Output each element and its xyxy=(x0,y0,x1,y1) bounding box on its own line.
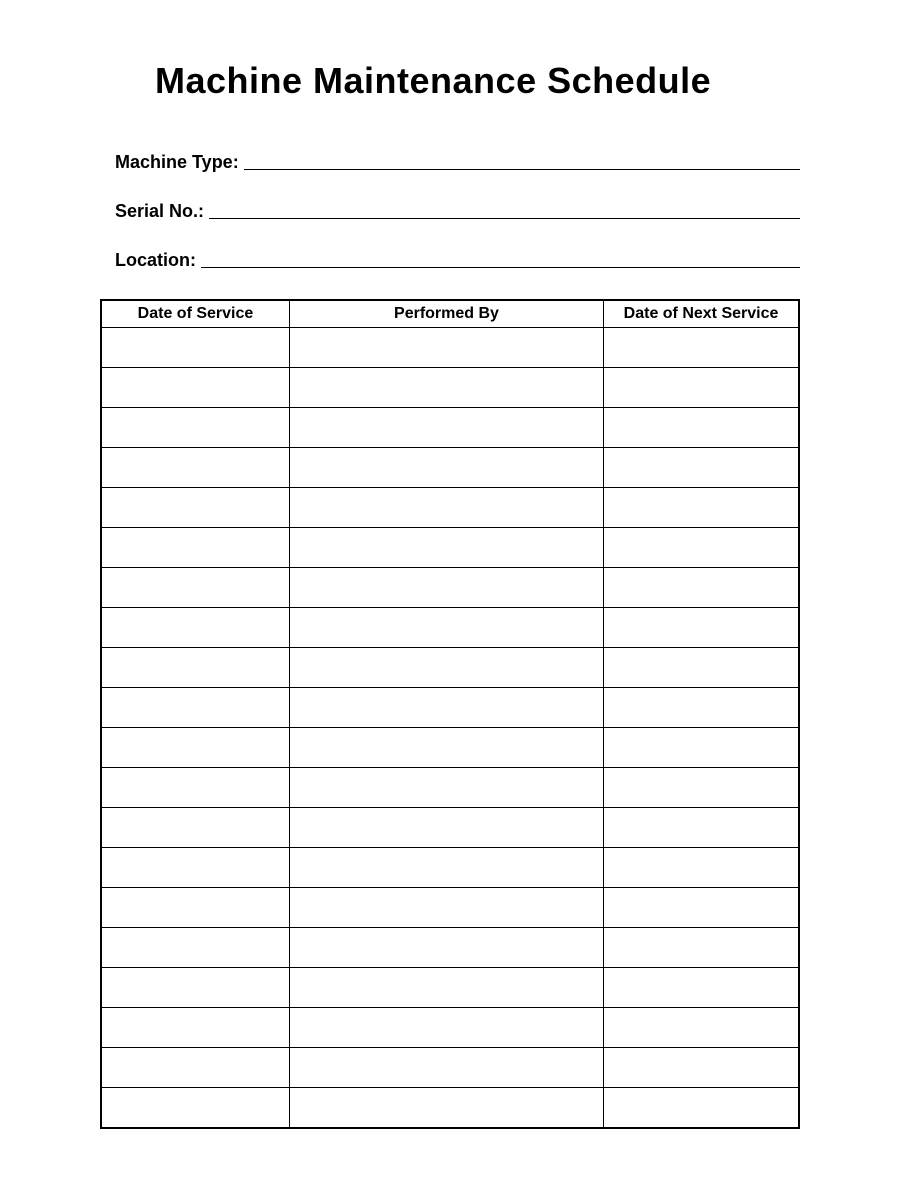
cell-performed-by[interactable] xyxy=(289,488,603,528)
table-row xyxy=(101,1008,799,1048)
cell-date-service[interactable] xyxy=(101,848,289,888)
cell-next-service[interactable] xyxy=(604,368,799,408)
table-row xyxy=(101,928,799,968)
cell-next-service[interactable] xyxy=(604,1088,799,1128)
col-header-performed-by: Performed By xyxy=(289,300,603,328)
cell-date-service[interactable] xyxy=(101,688,289,728)
machine-type-underline[interactable] xyxy=(244,169,800,170)
cell-next-service[interactable] xyxy=(604,528,799,568)
cell-next-service[interactable] xyxy=(604,768,799,808)
cell-date-service[interactable] xyxy=(101,648,289,688)
cell-date-service[interactable] xyxy=(101,488,289,528)
cell-next-service[interactable] xyxy=(604,608,799,648)
table-row xyxy=(101,1088,799,1128)
table-row xyxy=(101,888,799,928)
cell-date-service[interactable] xyxy=(101,328,289,368)
cell-date-service[interactable] xyxy=(101,968,289,1008)
cell-date-service[interactable] xyxy=(101,448,289,488)
table-row xyxy=(101,1048,799,1088)
cell-next-service[interactable] xyxy=(604,568,799,608)
cell-date-service[interactable] xyxy=(101,808,289,848)
col-header-date-of-service: Date of Service xyxy=(101,300,289,328)
cell-date-service[interactable] xyxy=(101,728,289,768)
table-row xyxy=(101,808,799,848)
cell-next-service[interactable] xyxy=(604,968,799,1008)
location-row: Location: xyxy=(115,250,800,271)
cell-performed-by[interactable] xyxy=(289,1048,603,1088)
cell-next-service[interactable] xyxy=(604,688,799,728)
cell-next-service[interactable] xyxy=(604,848,799,888)
cell-performed-by[interactable] xyxy=(289,528,603,568)
cell-date-service[interactable] xyxy=(101,568,289,608)
cell-next-service[interactable] xyxy=(604,648,799,688)
cell-performed-by[interactable] xyxy=(289,408,603,448)
cell-date-service[interactable] xyxy=(101,1008,289,1048)
table-body xyxy=(101,328,799,1128)
cell-performed-by[interactable] xyxy=(289,888,603,928)
cell-date-service[interactable] xyxy=(101,928,289,968)
machine-type-label: Machine Type: xyxy=(115,152,239,173)
form-fields-section: Machine Type: Serial No.: Location: xyxy=(100,152,800,271)
table-row xyxy=(101,728,799,768)
table-row xyxy=(101,488,799,528)
table-row xyxy=(101,768,799,808)
cell-performed-by[interactable] xyxy=(289,608,603,648)
col-header-date-of-next-service: Date of Next Service xyxy=(604,300,799,328)
table-row xyxy=(101,608,799,648)
serial-no-underline[interactable] xyxy=(209,218,800,219)
table-row xyxy=(101,368,799,408)
cell-next-service[interactable] xyxy=(604,448,799,488)
table-row xyxy=(101,648,799,688)
cell-performed-by[interactable] xyxy=(289,848,603,888)
serial-no-label: Serial No.: xyxy=(115,201,204,222)
table-header-row: Date of Service Performed By Date of Nex… xyxy=(101,300,799,328)
cell-performed-by[interactable] xyxy=(289,968,603,1008)
cell-performed-by[interactable] xyxy=(289,928,603,968)
cell-next-service[interactable] xyxy=(604,488,799,528)
cell-performed-by[interactable] xyxy=(289,688,603,728)
serial-no-row: Serial No.: xyxy=(115,201,800,222)
machine-type-row: Machine Type: xyxy=(115,152,800,173)
cell-performed-by[interactable] xyxy=(289,1088,603,1128)
cell-next-service[interactable] xyxy=(604,728,799,768)
cell-date-service[interactable] xyxy=(101,768,289,808)
cell-next-service[interactable] xyxy=(604,1008,799,1048)
cell-next-service[interactable] xyxy=(604,928,799,968)
table-row xyxy=(101,968,799,1008)
cell-date-service[interactable] xyxy=(101,1088,289,1128)
table-row xyxy=(101,568,799,608)
cell-next-service[interactable] xyxy=(604,888,799,928)
cell-date-service[interactable] xyxy=(101,608,289,648)
cell-date-service[interactable] xyxy=(101,528,289,568)
cell-next-service[interactable] xyxy=(604,408,799,448)
location-label: Location: xyxy=(115,250,196,271)
table-row xyxy=(101,328,799,368)
table-row xyxy=(101,528,799,568)
maintenance-schedule-table: Date of Service Performed By Date of Nex… xyxy=(100,299,800,1129)
cell-performed-by[interactable] xyxy=(289,808,603,848)
location-underline[interactable] xyxy=(201,267,800,268)
page-title: Machine Maintenance Schedule xyxy=(155,60,800,102)
cell-performed-by[interactable] xyxy=(289,328,603,368)
table-row xyxy=(101,448,799,488)
cell-performed-by[interactable] xyxy=(289,768,603,808)
cell-performed-by[interactable] xyxy=(289,648,603,688)
cell-next-service[interactable] xyxy=(604,1048,799,1088)
table-row xyxy=(101,848,799,888)
table-row xyxy=(101,688,799,728)
table-row xyxy=(101,408,799,448)
cell-performed-by[interactable] xyxy=(289,1008,603,1048)
cell-performed-by[interactable] xyxy=(289,368,603,408)
cell-next-service[interactable] xyxy=(604,328,799,368)
cell-performed-by[interactable] xyxy=(289,568,603,608)
cell-date-service[interactable] xyxy=(101,888,289,928)
cell-date-service[interactable] xyxy=(101,1048,289,1088)
cell-performed-by[interactable] xyxy=(289,448,603,488)
cell-date-service[interactable] xyxy=(101,408,289,448)
cell-date-service[interactable] xyxy=(101,368,289,408)
cell-performed-by[interactable] xyxy=(289,728,603,768)
cell-next-service[interactable] xyxy=(604,808,799,848)
